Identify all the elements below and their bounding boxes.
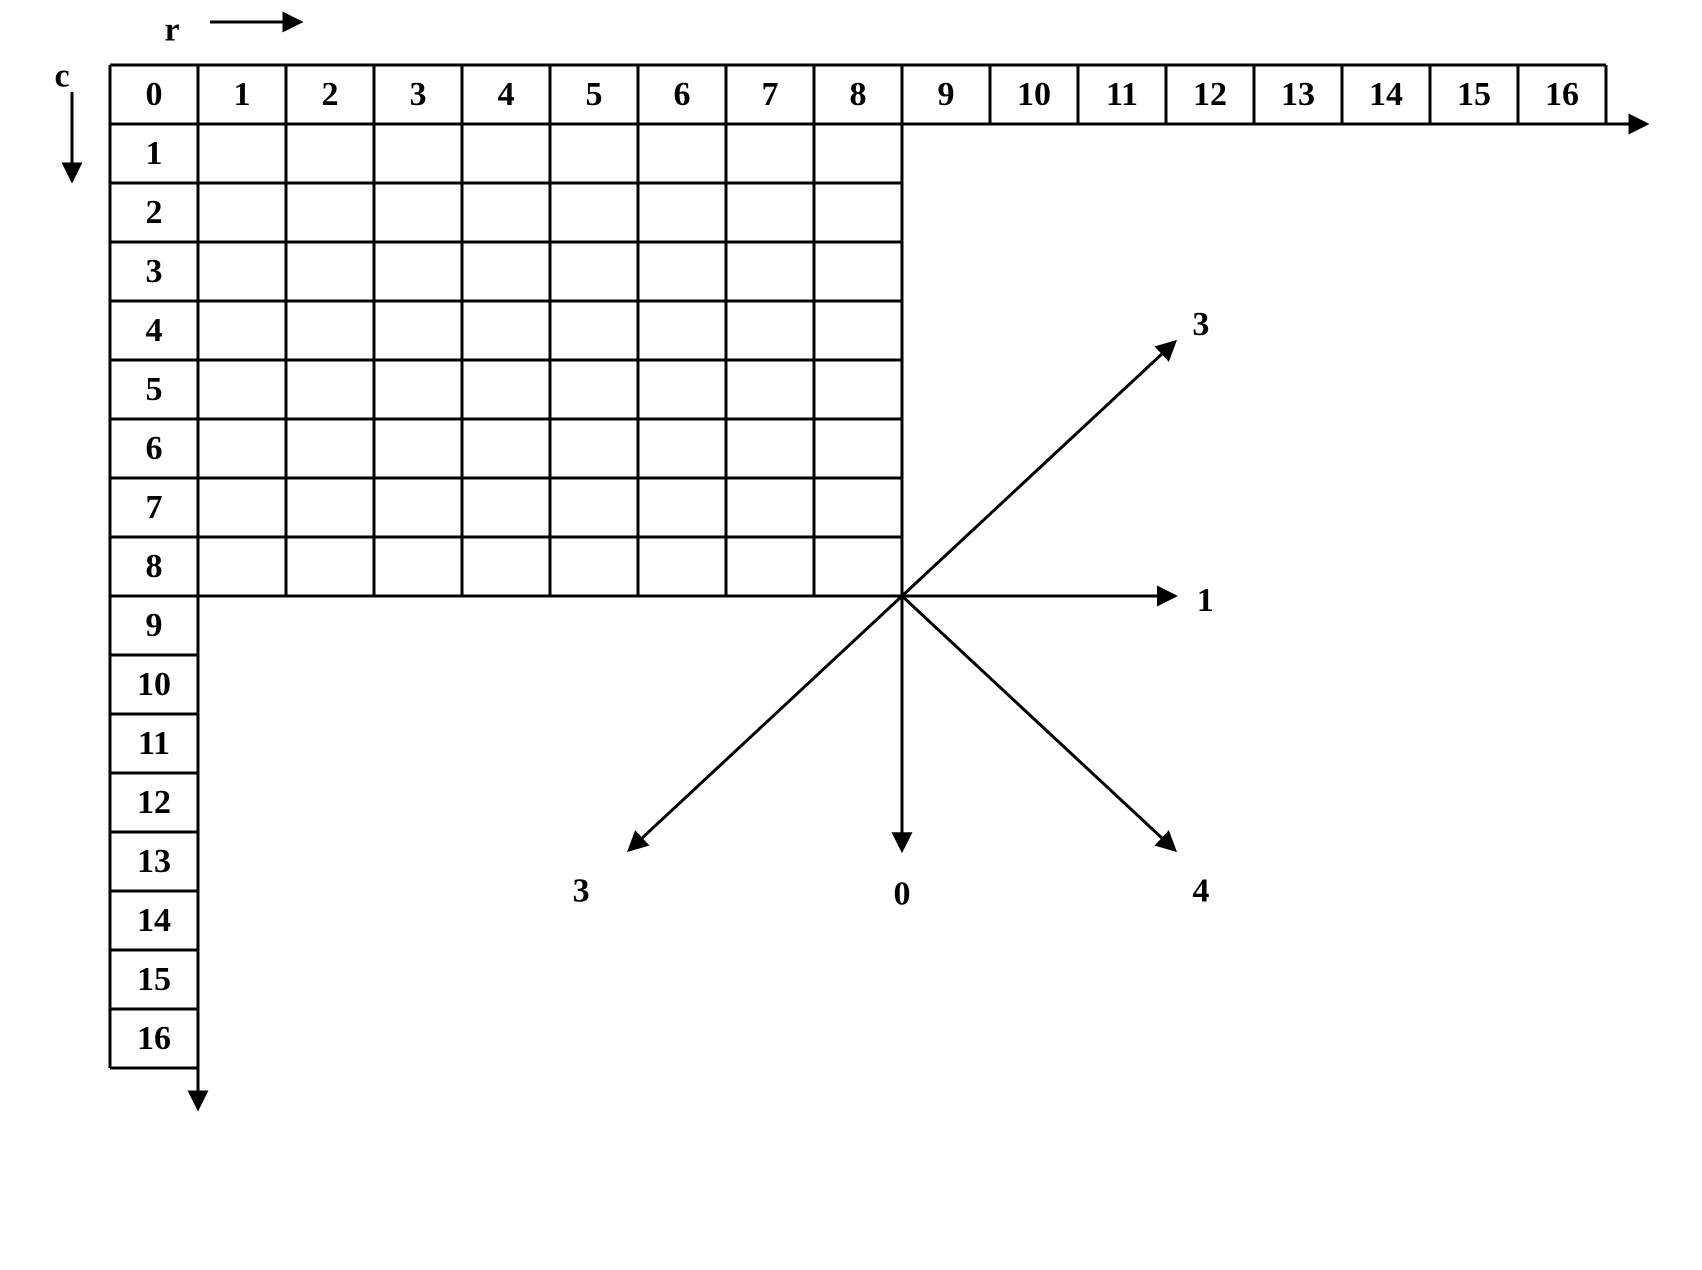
col-header-10: 10	[1017, 76, 1051, 113]
direction-label-1-0: 1	[1197, 582, 1214, 619]
row-header-16: 16	[137, 1020, 171, 1057]
col-header-8: 8	[850, 76, 867, 113]
row-header-1: 1	[146, 135, 163, 172]
col-header-1: 1	[234, 76, 251, 113]
direction-label-4-3: 4	[1192, 873, 1209, 910]
direction-arrow-3-4	[630, 596, 902, 850]
direction-label-3-4: 3	[573, 873, 590, 910]
row-header-12: 12	[137, 784, 171, 821]
col-header-4: 4	[498, 76, 515, 113]
col-header-9: 9	[938, 76, 955, 113]
row-header-2: 2	[146, 194, 163, 231]
col-header-3: 3	[410, 76, 427, 113]
col-header-15: 15	[1457, 76, 1491, 113]
r-label: r	[164, 12, 179, 49]
row-header-3: 3	[146, 253, 163, 290]
direction-label-3-1: 3	[1192, 306, 1209, 343]
row-header-7: 7	[146, 489, 163, 526]
row-header-5: 5	[146, 371, 163, 408]
col-header-6: 6	[674, 76, 691, 113]
direction-arrow-3-1	[902, 342, 1174, 596]
row-header-11: 11	[138, 725, 170, 762]
col-header-13: 13	[1281, 76, 1315, 113]
grid-direction-diagram: 0123456789101112131415161234567891011121…	[0, 0, 1702, 1270]
col-header-11: 11	[1106, 76, 1138, 113]
col-header-2: 2	[322, 76, 339, 113]
col-header-16: 16	[1545, 76, 1579, 113]
col-header-12: 12	[1193, 76, 1227, 113]
row-header-14: 14	[137, 902, 171, 939]
row-header-6: 6	[146, 430, 163, 467]
direction-arrow-4-3	[902, 596, 1174, 850]
row-header-9: 9	[146, 607, 163, 644]
row-header-8: 8	[146, 548, 163, 585]
col-header-5: 5	[586, 76, 603, 113]
row-header-10: 10	[137, 666, 171, 703]
row-header-15: 15	[137, 961, 171, 998]
direction-label-0-2: 0	[894, 875, 911, 912]
row-header-13: 13	[137, 843, 171, 880]
col-header-7: 7	[762, 76, 779, 113]
col-header-0: 0	[146, 76, 163, 113]
col-header-14: 14	[1369, 76, 1403, 113]
c-label: c	[54, 58, 69, 95]
row-header-4: 4	[146, 312, 163, 349]
